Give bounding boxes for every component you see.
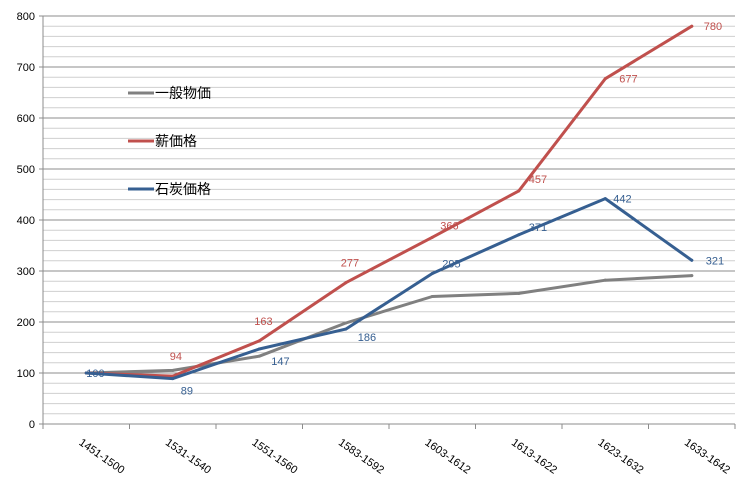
data-label: 295 — [442, 259, 460, 271]
data-label: 780 — [704, 21, 722, 33]
x-tick-label: 1583-1592 — [336, 437, 386, 477]
data-point — [344, 327, 348, 331]
data-point — [603, 197, 607, 201]
axes — [39, 15, 736, 429]
legend-label: 石炭価格 — [155, 182, 211, 198]
y-tick-label: 200 — [17, 317, 35, 329]
data-point — [171, 368, 175, 372]
y-tick-label: 500 — [17, 164, 35, 176]
data-label: 94 — [170, 351, 182, 363]
y-tick-label: 0 — [29, 419, 35, 431]
data-label: 321 — [706, 255, 724, 267]
data-point — [430, 272, 434, 276]
data-label: 147 — [271, 356, 289, 368]
legend-label: 薪価格 — [155, 134, 197, 150]
data-point — [517, 233, 521, 237]
data-point — [344, 281, 348, 285]
x-tick-label: 1633-1642 — [682, 437, 732, 477]
x-tick-label: 1603-1612 — [423, 437, 473, 477]
data-label: 277 — [341, 258, 359, 270]
x-tick-label: 1623-1632 — [596, 437, 646, 477]
series-line-0 — [84, 274, 694, 375]
data-labels: 94 163 277 366 457 677 780 100 89 147 186 295 371 442… — [86, 21, 724, 397]
data-label: 89 — [181, 386, 193, 398]
y-tick-label: 600 — [17, 113, 35, 125]
data-point — [690, 274, 694, 278]
data-label: 186 — [358, 332, 376, 344]
series-lines — [84, 24, 694, 381]
y-tick-label: 300 — [17, 266, 35, 278]
data-point — [603, 77, 607, 81]
data-point — [690, 24, 694, 28]
series-line-1 — [84, 24, 694, 378]
data-point — [603, 278, 607, 282]
data-point — [430, 295, 434, 298]
y-tick-label: 700 — [17, 62, 35, 74]
x-tick-label: 1531-1540 — [163, 437, 213, 477]
y-tick-label: 400 — [17, 215, 35, 227]
y-tick-label: 100 — [17, 368, 35, 380]
data-point — [430, 235, 434, 239]
data-label: 366 — [440, 220, 458, 232]
legend-label: 一般物価 — [155, 86, 211, 102]
data-point — [517, 189, 521, 193]
x-tick-label: 1551-1560 — [250, 437, 300, 477]
data-label: 457 — [529, 174, 547, 186]
data-label: 442 — [613, 194, 631, 206]
x-tick-label: 1451-1500 — [77, 437, 127, 477]
data-label: 163 — [254, 316, 272, 328]
data-label: 100 — [86, 368, 104, 380]
data-point — [257, 354, 261, 358]
data-point — [257, 339, 261, 343]
y-tick-label: 800 — [17, 11, 35, 23]
data-point — [344, 321, 348, 325]
data-point — [171, 377, 175, 381]
data-point — [690, 258, 694, 262]
data-label: 677 — [619, 74, 637, 86]
grid-lines — [43, 15, 735, 415]
data-point — [257, 347, 261, 351]
data-point — [517, 291, 521, 295]
data-point — [84, 371, 88, 375]
series-line-2 — [84, 197, 694, 381]
data-label: 371 — [529, 222, 547, 234]
x-tick-label: 1613-1622 — [509, 437, 559, 477]
